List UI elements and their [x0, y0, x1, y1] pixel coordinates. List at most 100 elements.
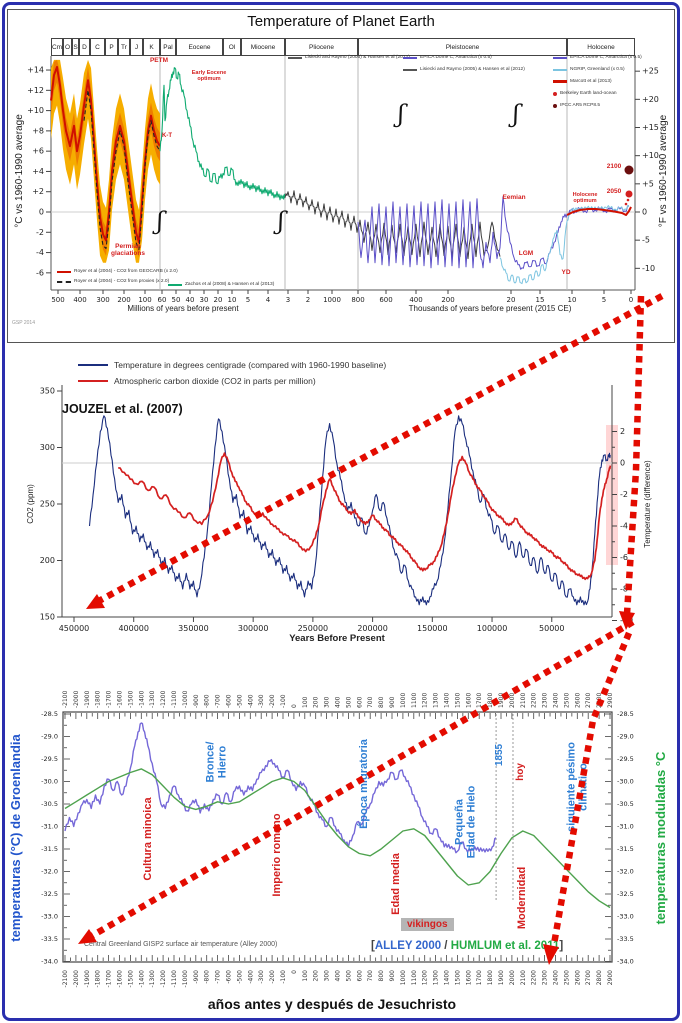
legend-item-epica-dome-c-antarctica-x-0-5: EPICA Dome C, Antarctica (x 0.5): [553, 55, 642, 60]
mid-y-tick-label: 200: [40, 556, 55, 565]
bot-bottom-tick-label: 400: [335, 970, 342, 982]
top-x-tick-label: 400: [73, 296, 86, 304]
bot-bottom-tick-label: -300: [258, 970, 265, 984]
curve-temperature: [88, 415, 611, 606]
mid-y-right-axis-label: Temperature (difference): [642, 460, 652, 548]
mid-y-tick-label: -10: [620, 616, 633, 625]
bot-bottom-tick-label: 1700: [476, 970, 483, 985]
bot-top-tick-label: 1700: [476, 693, 483, 708]
top-x-axis-label-millions: Millions of years before present: [127, 304, 239, 313]
mid-x-tick-label: 300000: [238, 624, 269, 633]
bot-y-tick-label: -31.5: [41, 845, 58, 853]
top-y-tick-label: +14: [27, 66, 44, 75]
co2-line-swatch: [78, 380, 108, 382]
bot-bottom-tick-label: 2700: [585, 970, 592, 985]
bot-bottom-tick-label: 800: [378, 970, 385, 982]
bot-bottom-tick-label: 600: [356, 970, 363, 982]
berkeley-observation-dot: [626, 198, 630, 202]
top-x-tick-label: 400: [409, 296, 422, 304]
top-y-tick-label: +8: [32, 126, 44, 135]
bot-top-tick-label: 2200: [531, 693, 538, 708]
curve-royer-co2-proxies: [83, 89, 161, 251]
top-chart-title: Temperature of Planet Earth: [247, 13, 435, 30]
legend-item-epica-dome-c-antarctica-x-0-5: EPICA Dome C, Antarctica (x 0.5): [403, 55, 492, 60]
bot-y-left-axis-label: temperaturas (°C) de Groenlandia: [8, 734, 24, 942]
bot-top-tick-label: -300: [258, 694, 265, 708]
top-x-tick-label: 200: [117, 296, 130, 304]
bot-top-tick-label: -500: [236, 694, 243, 708]
bot-top-tick-label: 300: [324, 696, 331, 708]
bot-top-tick-label: 2800: [596, 693, 603, 708]
bot-bottom-tick-label: 2600: [574, 970, 581, 985]
bot-bottom-tick-label: 2800: [596, 970, 603, 985]
annotation-petm: PETM: [149, 57, 169, 64]
top-x-tick-label: 10: [228, 296, 237, 304]
bot-top-tick-label: 700: [367, 696, 374, 708]
legend-item-ngrip-greenland-x-0-5: NGRIP, Greenland (x 0.5): [553, 67, 625, 72]
bot-top-tick-label: -100: [280, 694, 287, 708]
bot-y-tick-label: -32.0: [617, 868, 634, 876]
bot-y-tick-label: -28.5: [617, 710, 634, 718]
curve-marcott: [566, 206, 632, 216]
bot-top-tick-label: -1200: [160, 690, 167, 708]
bot-y-tick-label: -29.5: [41, 755, 58, 763]
mid-y-tick-label: -6: [620, 553, 628, 562]
bot-top-tick-label: -1500: [127, 690, 134, 708]
bot-top-tick-label: -2000: [73, 690, 80, 708]
top-y-tick-label: +2: [32, 187, 44, 196]
bot-bottom-tick-label: 2200: [531, 970, 538, 985]
top-y-tick-label: -6: [36, 268, 44, 277]
vikingos-badge: vikingos: [401, 918, 454, 931]
bot-top-tick-label: 2500: [563, 693, 570, 708]
top-chart-credit: GSP 2014: [12, 320, 35, 326]
attribution-humlum: HUMLUM et al. 2011: [450, 940, 560, 952]
top-y-tick-label: +15: [642, 123, 659, 132]
temperature-line-swatch: [78, 364, 108, 366]
annotation-cultura-minoica: Cultura minoica: [142, 797, 155, 881]
mid-x-tick-label: 450000: [59, 624, 90, 633]
legend-item-label: Zachos et al (2008) & Hansen et al (2013…: [185, 282, 275, 287]
axis-break-mark: ʃ: [393, 100, 409, 128]
bot-bottom-tick-label: 100: [302, 970, 309, 982]
legend-item-label: EPICA Dome C, Antarctica (x 0.5): [570, 55, 642, 60]
bot-bottom-tick-label: 2100: [520, 970, 527, 985]
legend-item-label: Lisiecki and Raymo (2005) & Hansen et al…: [305, 55, 410, 60]
top-x-axis-label-thousands: Thousands of years before present (2015 …: [408, 304, 572, 313]
bot-bottom-tick-label: -1000: [182, 970, 189, 988]
mid-y-tick-label: -8: [620, 585, 628, 594]
bot-y-tick-label: -33.0: [41, 913, 58, 921]
legend-item-lisiecki-and-raymo-2005-hansen-et-al-2012: Lisiecki and Raymo (2005) & Hansen et al…: [403, 67, 525, 72]
bot-top-tick-label: 2400: [553, 693, 560, 708]
bot-top-tick-label: -200: [269, 694, 276, 708]
bot-bottom-tick-label: -2100: [62, 970, 69, 988]
top-y-tick-label: 0: [642, 208, 647, 217]
bot-top-tick-label: -1600: [117, 690, 124, 708]
bot-attribution: [ALLEY 2000 / HUMLUM et al. 2011]: [371, 940, 563, 952]
top-y-tick-label: +6: [32, 147, 44, 156]
mid-x-tick-label: 100000: [477, 624, 508, 633]
top-y-tick-label: +25: [642, 67, 659, 76]
bot-bottom-tick-label: 1400: [444, 970, 451, 985]
bot-bottom-tick-label: 2000: [509, 970, 516, 985]
bot-bottom-tick-label: 700: [367, 970, 374, 982]
bot-top-tick-label: -1300: [149, 690, 156, 708]
bot-top-tick-label: 900: [389, 696, 396, 708]
bot-top-tick-label: 1600: [465, 693, 472, 708]
bot-y-tick-label: -33.0: [617, 913, 634, 921]
annotation-early-eocene-optimum: Early Eocene optimum: [191, 70, 227, 83]
legend-swatch: [403, 68, 417, 71]
bot-bottom-tick-label: -100: [280, 970, 287, 984]
bot-top-tick-label: 2000: [509, 693, 516, 708]
annotation-k-t: K-T: [162, 133, 172, 139]
top-x-tick-label: 1000: [323, 296, 341, 304]
top-x-tick-label: 3: [286, 296, 290, 304]
annotation-bronce-hierro: Bronce/ Hierro: [204, 741, 228, 783]
top-y-tick-label: -5: [642, 236, 650, 245]
legend-item-label: Royer et al (2004) - CO2 from proxies (x…: [74, 279, 170, 284]
period-cell-s: S: [72, 38, 79, 56]
bot-bottom-tick-label: 1000: [400, 970, 407, 985]
bot-bottom-tick-label: -500: [236, 970, 243, 984]
bot-top-tick-label: 1000: [400, 693, 407, 708]
axis-break-mark: ʃ: [508, 100, 524, 128]
